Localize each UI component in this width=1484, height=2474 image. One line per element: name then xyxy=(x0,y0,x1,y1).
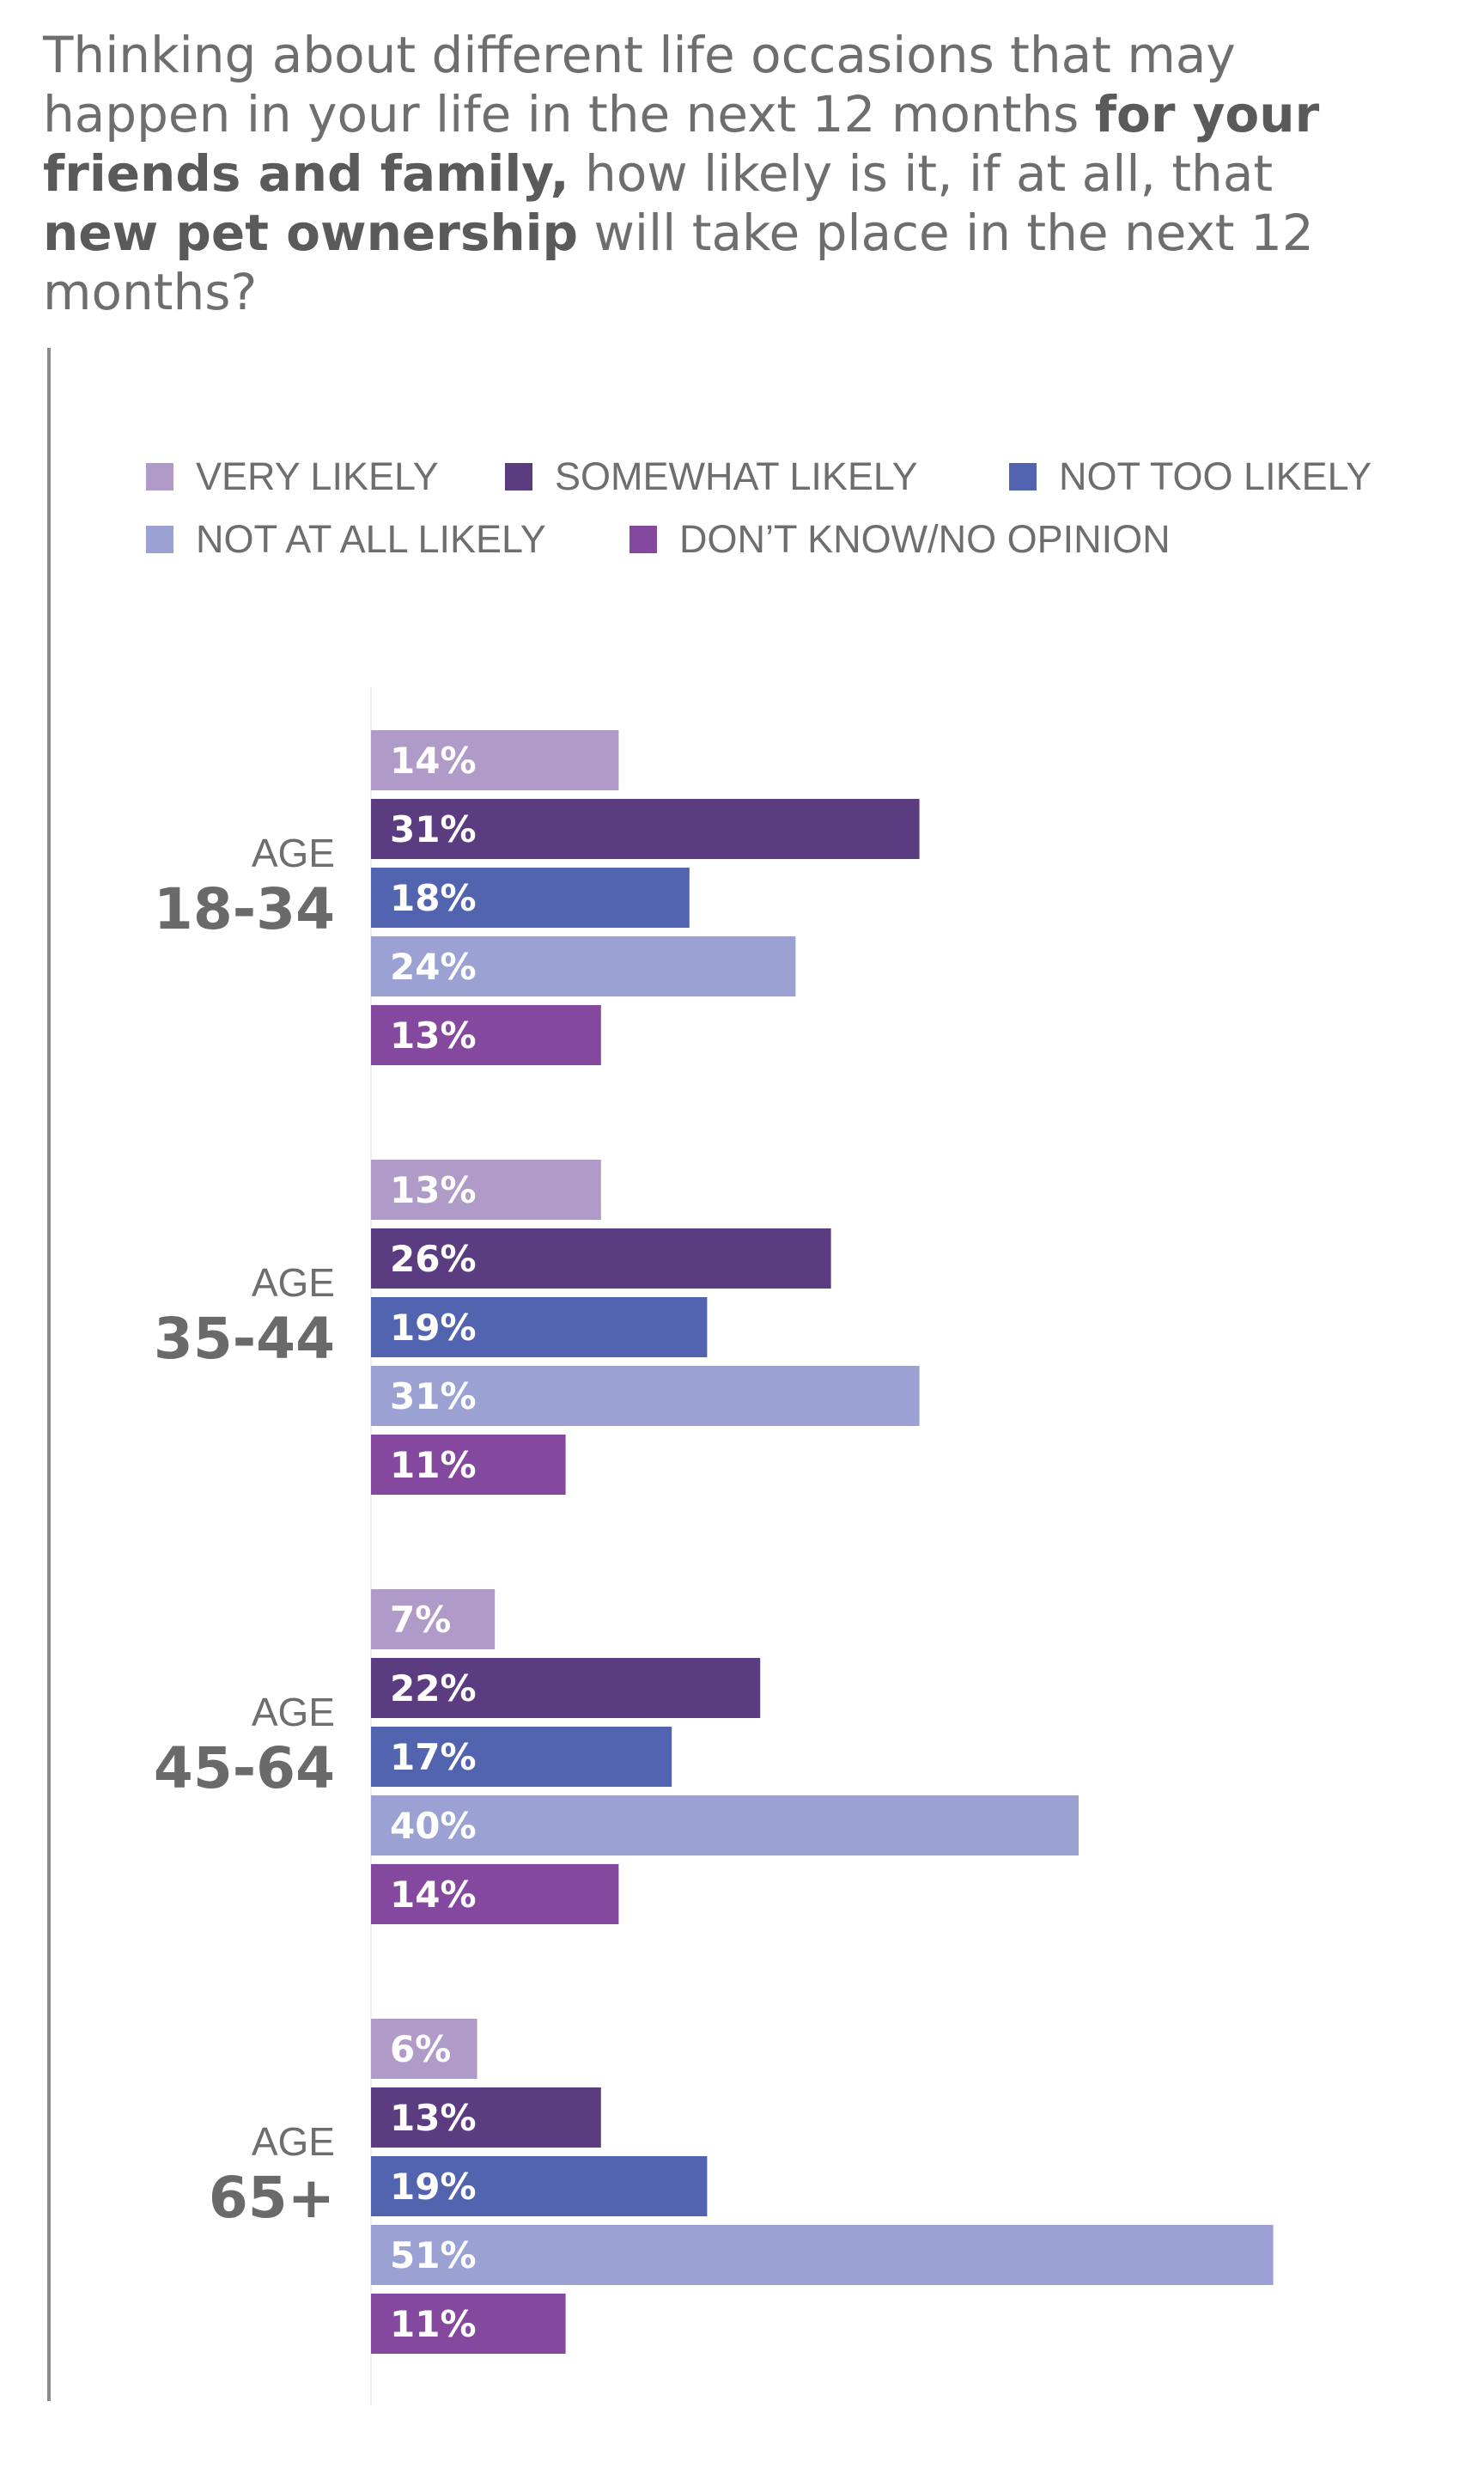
bar xyxy=(371,868,690,928)
legend-label: NOT AT ALL LIKELY xyxy=(196,517,546,561)
legend-label: NOT TOO LIKELY xyxy=(1059,454,1372,498)
bar-value-label: 14% xyxy=(390,740,477,782)
bar-value-label: 18% xyxy=(390,877,477,919)
bar-value-label: 31% xyxy=(390,1375,477,1417)
bar xyxy=(371,1795,1079,1855)
bar xyxy=(371,2294,566,2354)
bar-value-label: 22% xyxy=(390,1667,477,1709)
bar xyxy=(371,1435,566,1495)
bar xyxy=(371,1297,708,1357)
legend-item-dont-know: DON’T KNOW/NO OPINION xyxy=(629,514,1171,565)
bar xyxy=(371,1658,761,1718)
bar-value-label: 24% xyxy=(390,946,477,988)
legend-swatch xyxy=(629,526,657,553)
title-text-3: will take place in the next 12 months? xyxy=(43,204,1314,321)
bar-value-label: 40% xyxy=(390,1805,477,1847)
bar xyxy=(371,936,796,996)
legend-item-somewhat-likely: SOMEWHAT LIKELY xyxy=(505,451,918,503)
bar xyxy=(371,1160,601,1220)
bar xyxy=(371,799,920,859)
bar xyxy=(371,730,619,790)
bar-value-label: 13% xyxy=(390,1169,477,1211)
bar xyxy=(371,1228,831,1289)
bar xyxy=(371,2156,708,2216)
bar-value-label: 7% xyxy=(390,1599,451,1641)
bar-value-label: 17% xyxy=(390,1736,477,1778)
legend-label: VERY LIKELY xyxy=(196,454,439,498)
legend-swatch xyxy=(146,526,173,553)
bar xyxy=(371,1005,601,1065)
category-prefix-label: AGE xyxy=(252,831,335,875)
legend-item-not-too-likely: NOT TOO LIKELY xyxy=(1009,451,1371,503)
category-prefix-label: AGE xyxy=(252,1260,335,1305)
bar xyxy=(371,2019,477,2079)
title-text-1: Thinking about different life occasions … xyxy=(43,26,1236,143)
title-bold-2: new pet ownership xyxy=(43,204,579,262)
category-prefix-label: AGE xyxy=(252,1690,335,1734)
bar-value-label: 11% xyxy=(390,1444,477,1486)
bar-value-label: 13% xyxy=(390,2097,477,2139)
legend-swatch xyxy=(146,463,173,491)
bar-value-label: 19% xyxy=(390,2166,477,2208)
legend-swatch xyxy=(505,463,532,491)
title-bold-1: for your friends and family, xyxy=(43,85,1320,203)
bar-value-label: 11% xyxy=(390,2303,477,2345)
title-text-2: how likely is it, if at all, that xyxy=(569,144,1274,203)
legend-label: DON’T KNOW/NO OPINION xyxy=(679,517,1171,561)
category-label: 35-44 xyxy=(154,1306,335,1372)
bar-value-label: 26% xyxy=(390,1238,477,1280)
legend-item-not-at-all-likely: NOT AT ALL LIKELY xyxy=(146,514,546,565)
legend-swatch xyxy=(1009,463,1037,491)
bar xyxy=(371,1864,619,1924)
legend-label: SOMEWHAT LIKELY xyxy=(555,454,918,498)
bar-value-label: 19% xyxy=(390,1307,477,1349)
left-divider xyxy=(47,348,51,2401)
bar-value-label: 31% xyxy=(390,808,477,850)
category-label: 45-64 xyxy=(154,1735,335,1801)
category-label: 18-34 xyxy=(154,876,335,942)
category-prefix-label: AGE xyxy=(252,2119,335,2164)
bar-value-label: 13% xyxy=(390,1015,477,1057)
legend-item-very-likely: VERY LIKELY xyxy=(146,451,439,503)
bar xyxy=(371,1589,496,1649)
bar xyxy=(371,1727,672,1787)
bar xyxy=(371,2225,1274,2285)
bar xyxy=(371,1366,920,1426)
bar-value-label: 14% xyxy=(390,1874,477,1916)
chart-title: Thinking about different life occasions … xyxy=(43,26,1365,322)
bar-value-label: 6% xyxy=(390,2028,451,2070)
category-label: 65+ xyxy=(209,2165,335,2231)
bar-value-label: 51% xyxy=(390,2234,477,2276)
bar xyxy=(371,2087,601,2148)
